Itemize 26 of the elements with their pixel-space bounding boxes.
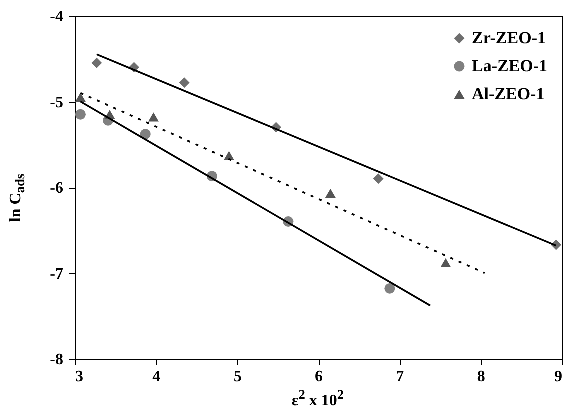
x-axis-title: ε$^{2}$ x 10$^{2}$: [292, 386, 344, 409]
point: [75, 109, 86, 120]
legend-label: Al-ZEO-1: [472, 84, 545, 104]
y-tick-label: -6: [50, 180, 64, 197]
x-tick-label: 9: [554, 368, 562, 386]
point: [75, 92, 86, 102]
legend-label: Zr-ZEO-1: [472, 28, 546, 48]
point: [440, 258, 452, 268]
x-tick-label: 7: [396, 368, 404, 386]
x-tick-label: 6: [315, 368, 323, 386]
point: [325, 188, 336, 198]
x-tick-label: 8: [477, 368, 486, 386]
x-tick-label: 4: [152, 368, 161, 386]
point: [179, 78, 190, 88]
x-tick-label: 3: [76, 368, 84, 386]
point: [384, 283, 396, 294]
point: [373, 174, 384, 184]
x-tick-label: 5: [234, 368, 242, 386]
point: [148, 112, 159, 122]
y-tick-label: -8: [50, 352, 64, 368]
point: [224, 151, 234, 160]
point: [92, 58, 102, 68]
y-tick-label: -5: [50, 94, 64, 112]
legend-label: La-ZEO-1: [472, 56, 548, 76]
y-tick-label: -7: [50, 266, 64, 283]
y-tick-label: -4: [50, 8, 64, 26]
